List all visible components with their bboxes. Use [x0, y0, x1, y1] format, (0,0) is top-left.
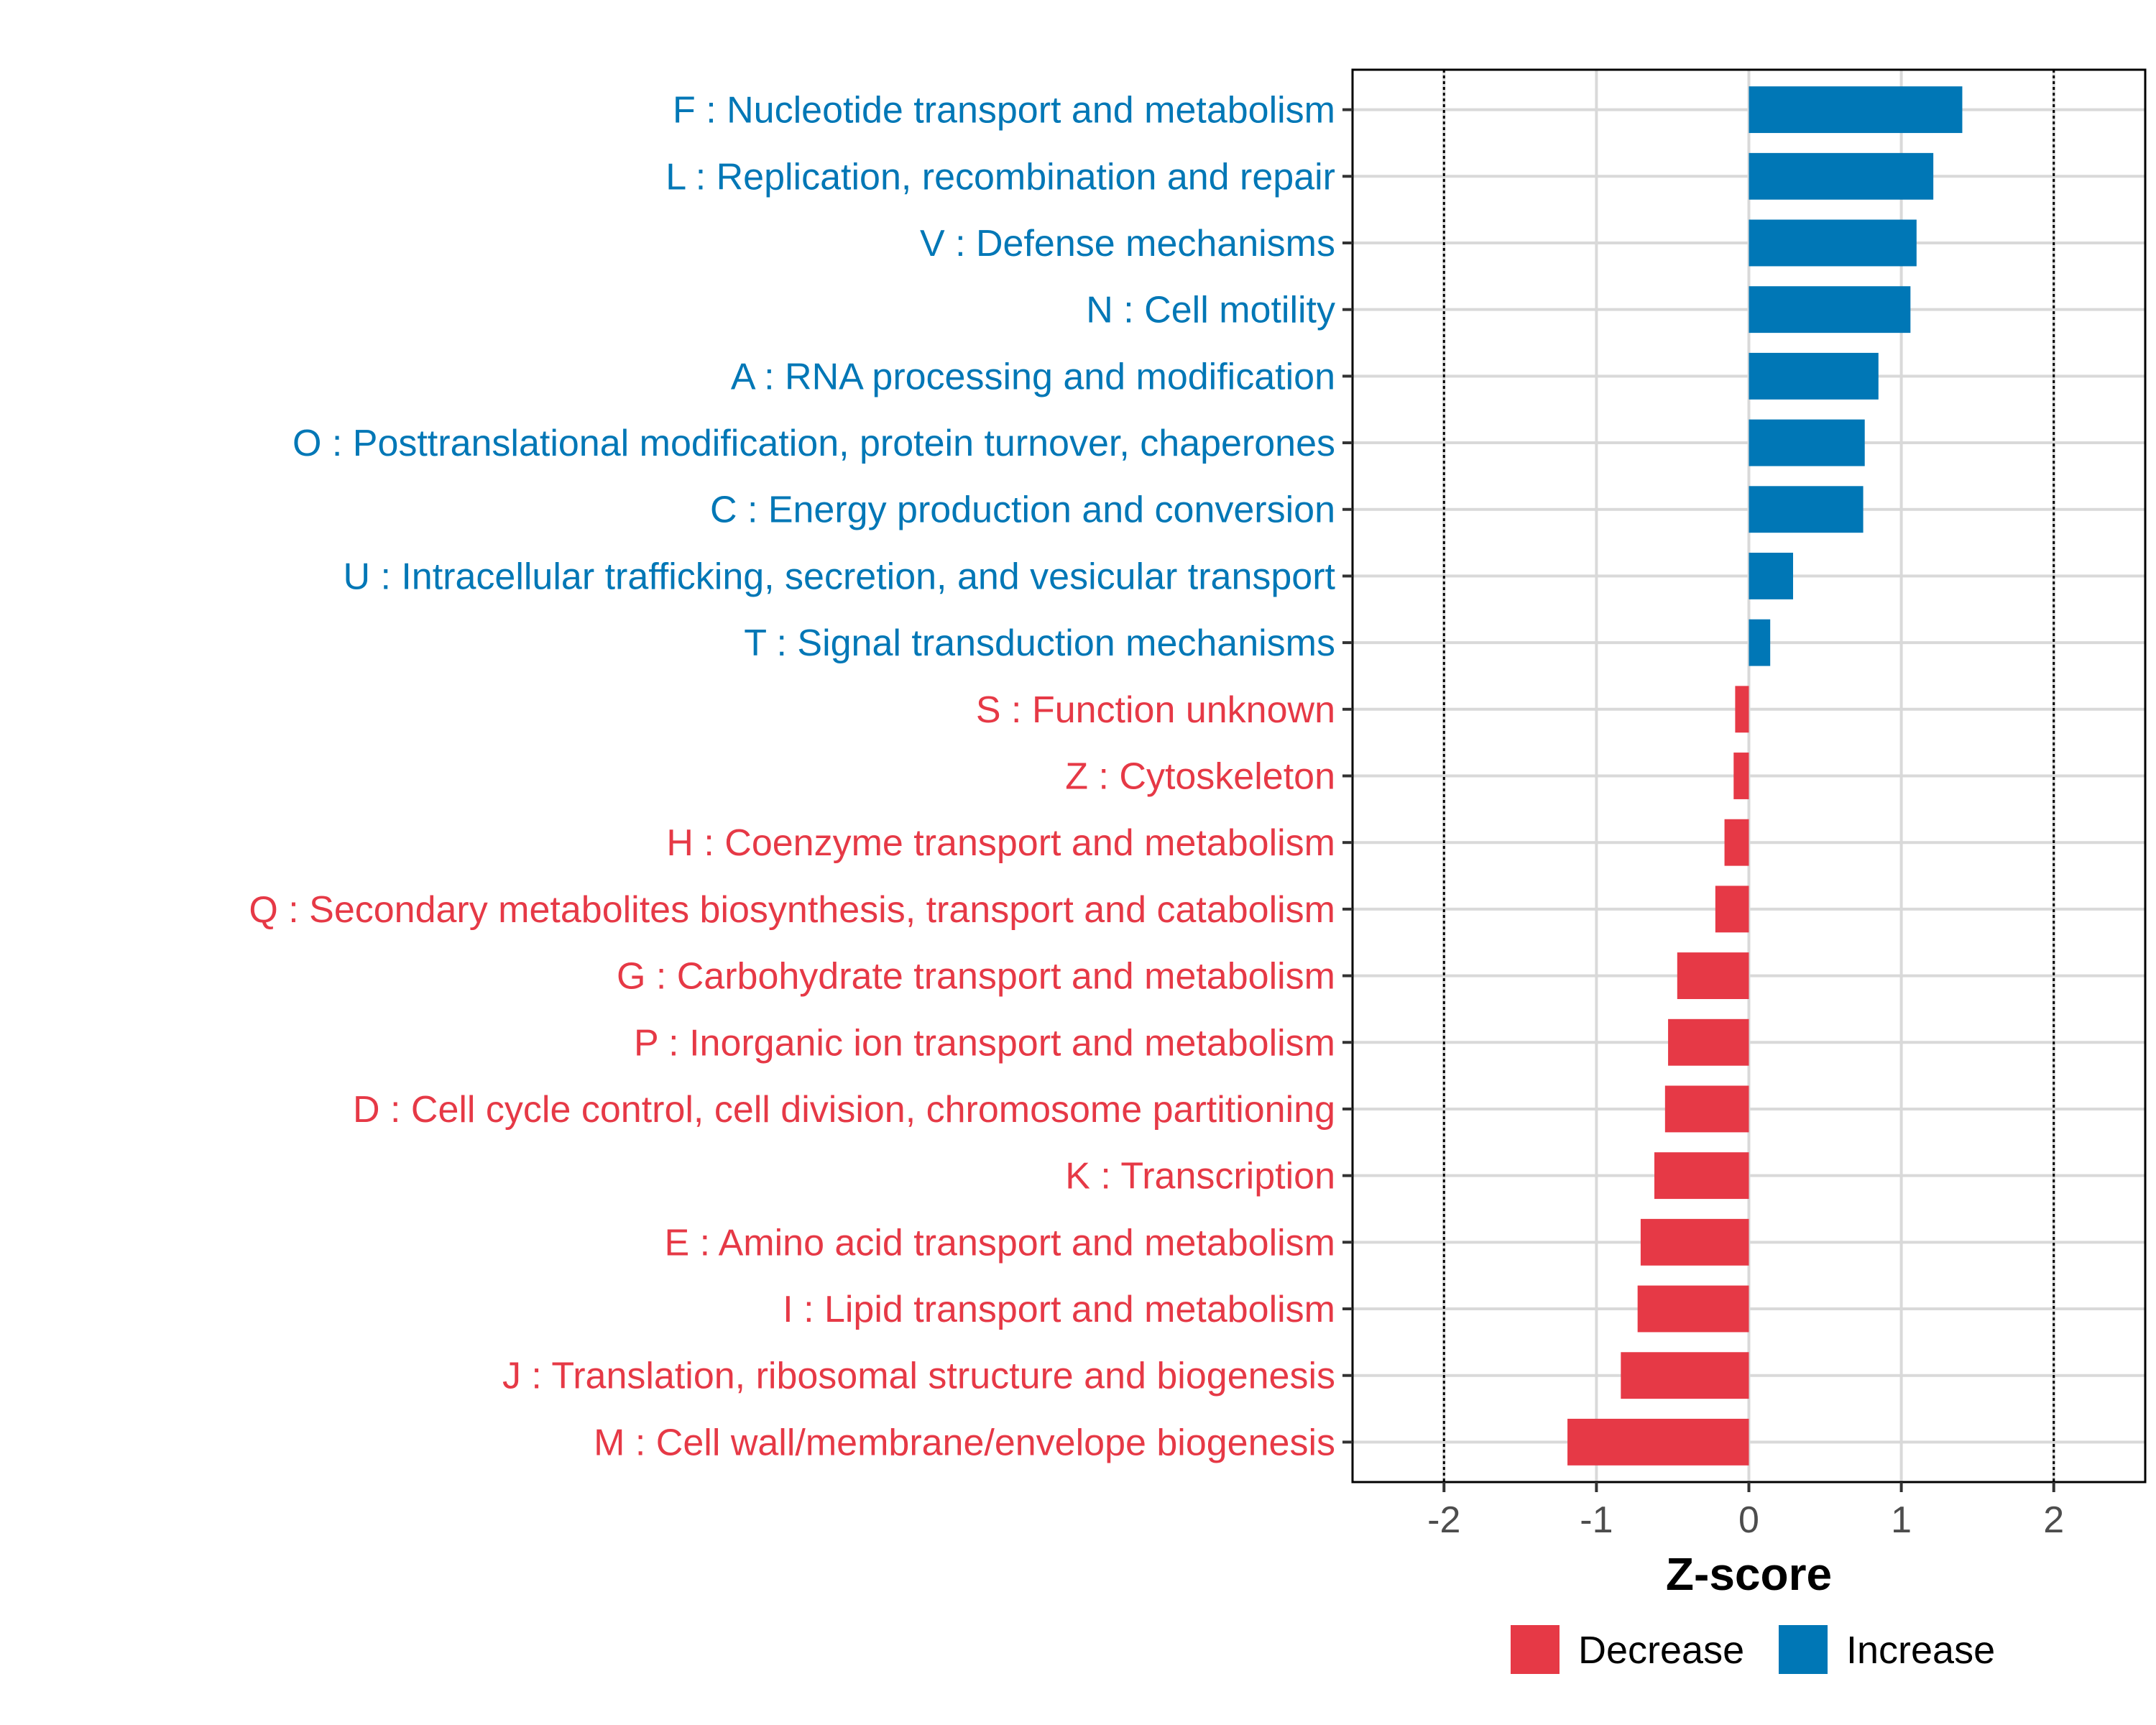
category-label: H : Coenzyme transport and metabolism [666, 822, 1335, 864]
category-label: O : Posttranslational modification, prot… [292, 423, 1335, 464]
category-label: T : Signal transduction mechanisms [744, 622, 1335, 664]
legend: Decrease Increase [1511, 1625, 1995, 1674]
bar-increase [1749, 419, 1865, 466]
bar-decrease [1621, 1352, 1749, 1399]
bar-decrease [1677, 952, 1749, 1000]
category-label: K : Transcription [1065, 1156, 1335, 1197]
category-label: C : Energy production and conversion [710, 489, 1335, 531]
legend-swatch-increase [1779, 1625, 1828, 1674]
bars [1567, 86, 1963, 1466]
category-label: U : Intracellular trafficking, secretion… [343, 556, 1335, 597]
bar-increase [1749, 286, 1911, 334]
category-label: M : Cell wall/membrane/envelope biogenes… [594, 1422, 1335, 1463]
x-tick-label: 0 [1738, 1499, 1759, 1541]
bar-decrease [1715, 886, 1749, 933]
bar-increase [1749, 552, 1794, 599]
legend-label-increase: Increase [1846, 1629, 1995, 1672]
category-label: P : Inorganic ion transport and metaboli… [634, 1022, 1335, 1064]
category-label: I : Lipid transport and metabolism [783, 1289, 1335, 1330]
category-label: G : Carbohydrate transport and metabolis… [617, 956, 1335, 998]
x-tick-label: -2 [1427, 1499, 1460, 1541]
legend-label-decrease: Decrease [1578, 1629, 1744, 1672]
bar-increase [1749, 486, 1864, 533]
category-label: V : Defense mechanisms [920, 223, 1335, 264]
bar-increase [1749, 219, 1917, 267]
bar-decrease [1668, 1018, 1749, 1066]
x-tick-label: 2 [2043, 1499, 2064, 1541]
category-label: F : Nucleotide transport and metabolism [673, 90, 1335, 132]
legend-swatch-decrease [1511, 1625, 1560, 1674]
category-label: S : Function unknown [976, 689, 1335, 731]
bar-increase [1749, 352, 1879, 400]
category-label: D : Cell cycle control, cell division, c… [353, 1089, 1335, 1131]
category-label: Z : Cytoskeleton [1065, 756, 1335, 798]
x-tick-label: 1 [1891, 1499, 1912, 1541]
x-axis-title: Z-score [1666, 1548, 1832, 1600]
category-label: L : Replication, recombination and repai… [665, 156, 1335, 198]
category-label: N : Cell motility [1086, 290, 1335, 331]
bar-decrease [1664, 1085, 1749, 1133]
bar-decrease [1735, 686, 1749, 733]
category-label: A : RNA processing and modification [731, 356, 1335, 397]
bar-decrease [1654, 1152, 1749, 1200]
bar-decrease [1640, 1218, 1749, 1266]
x-axis-ticks: -2 -1 0 1 2 [1427, 1482, 2064, 1541]
category-label: Q : Secondary metabolites biosynthesis, … [249, 889, 1335, 931]
bar-increase [1749, 86, 1963, 134]
category-labels: F : Nucleotide transport and metabolism L… [249, 90, 1353, 1463]
bar-increase [1749, 152, 1934, 200]
bar-decrease [1733, 753, 1749, 799]
bar-decrease [1637, 1285, 1749, 1333]
bar-decrease [1724, 819, 1749, 866]
category-label: E : Amino acid transport and metabolism [664, 1222, 1335, 1264]
bar-decrease [1567, 1418, 1749, 1466]
bar-increase [1749, 619, 1771, 666]
x-tick-label: -1 [1580, 1499, 1613, 1541]
category-label: J : Translation, ribosomal structure and… [502, 1356, 1335, 1397]
